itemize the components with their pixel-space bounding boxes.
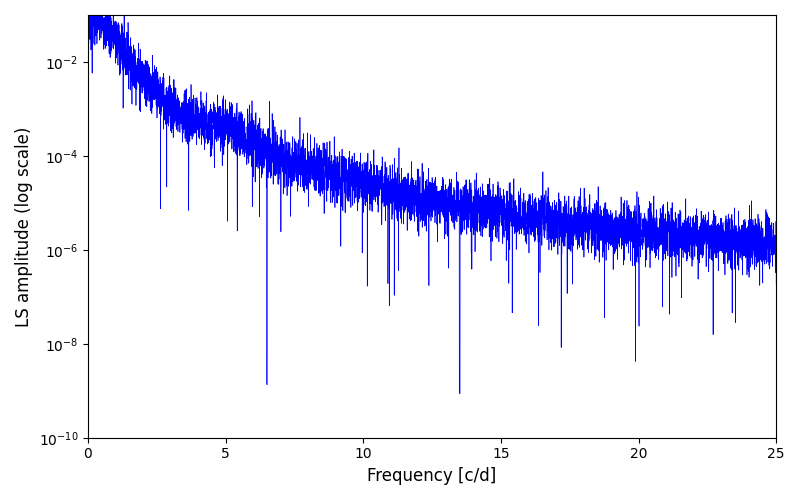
X-axis label: Frequency [c/d]: Frequency [c/d] bbox=[367, 467, 497, 485]
Y-axis label: LS amplitude (log scale): LS amplitude (log scale) bbox=[15, 126, 33, 326]
